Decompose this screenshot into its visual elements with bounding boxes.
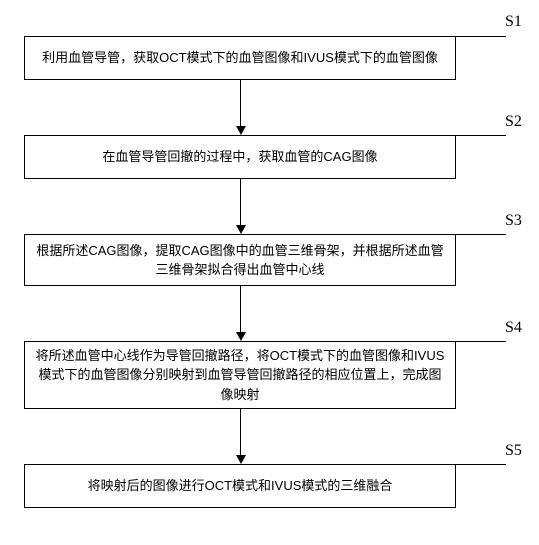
arrow-s3-s4-line [240, 286, 241, 332]
arrow-s1-s2-line [240, 80, 241, 126]
arrow-s3-s4-head [236, 332, 246, 341]
step-s5-label: S5 [505, 442, 522, 460]
arrow-s2-s3-line [240, 179, 241, 225]
step-s4-text: 将所述血管中心线作为导管回撤路径，将OCT模式下的血管图像和IVUS模式下的血管… [33, 346, 447, 405]
step-s3-box: 根据所述CAG图像，提取CAG图像中的血管三维骨架，并根据所述血管三维骨架拟合得… [24, 234, 456, 286]
step-s1-text: 利用血管导管，获取OCT模式下的血管图像和IVUS模式下的血管图像 [42, 48, 438, 68]
step-s4-label: S4 [505, 319, 522, 337]
step-s3-label: S3 [505, 212, 522, 230]
step-s2-text: 在血管导管回撤的过程中，获取血管的CAG图像 [102, 147, 377, 167]
step-s2-box: 在血管导管回撤的过程中，获取血管的CAG图像 [24, 135, 456, 179]
step-s4-leader [456, 341, 506, 342]
step-s3-leader [456, 234, 506, 235]
arrow-s4-s5-line [240, 409, 241, 455]
step-s3-text: 根据所述CAG图像，提取CAG图像中的血管三维骨架，并根据所述血管三维骨架拟合得… [33, 241, 447, 280]
step-s5-leader [456, 464, 506, 465]
step-s1-label: S1 [505, 13, 522, 31]
step-s5-text: 将映射后的图像进行OCT模式和IVUS模式的三维融合 [88, 476, 393, 496]
step-s5-box: 将映射后的图像进行OCT模式和IVUS模式的三维融合 [24, 464, 456, 508]
arrow-s4-s5-head [236, 455, 246, 464]
step-s4-box: 将所述血管中心线作为导管回撤路径，将OCT模式下的血管图像和IVUS模式下的血管… [24, 341, 456, 409]
step-s2-label: S2 [505, 113, 522, 131]
flowchart-stage: 利用血管导管，获取OCT模式下的血管图像和IVUS模式下的血管图像 S1 在血管… [0, 0, 539, 545]
step-s1-leader [456, 36, 506, 37]
arrow-s1-s2-head [236, 126, 246, 135]
step-s1-box: 利用血管导管，获取OCT模式下的血管图像和IVUS模式下的血管图像 [24, 36, 456, 80]
arrow-s2-s3-head [236, 225, 246, 234]
step-s2-leader [456, 135, 506, 136]
